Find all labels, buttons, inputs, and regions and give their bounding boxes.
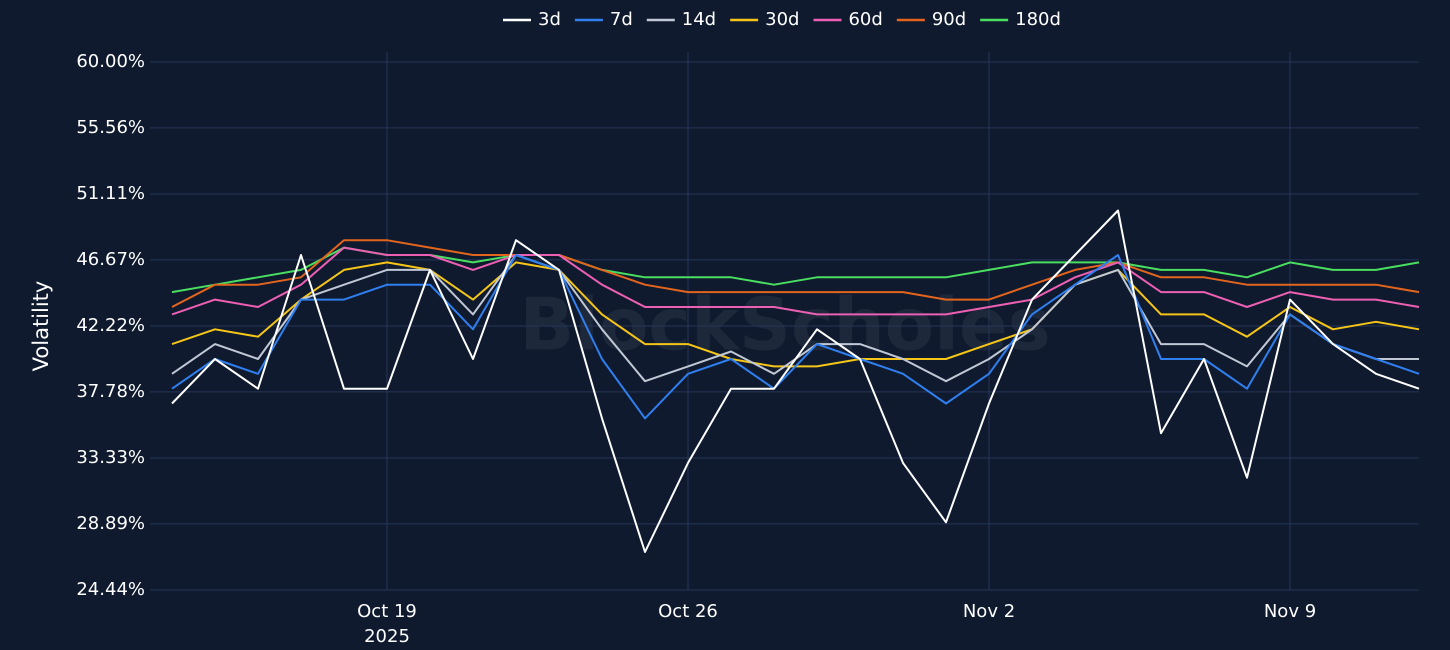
- x-tick-year: 2025: [364, 626, 410, 647]
- x-tick-label: Oct 26: [658, 601, 718, 622]
- x-tick-label: Nov 2: [963, 601, 1015, 622]
- legend-label: 60d: [848, 9, 882, 30]
- legend-label: 14d: [682, 9, 716, 30]
- x-tick-label: Oct 19: [357, 601, 417, 622]
- series-line: [171, 209, 1420, 553]
- y-tick-label: 24.44%: [76, 579, 145, 600]
- legend-label: 30d: [765, 9, 799, 30]
- y-tick-label: 33.33%: [76, 447, 145, 468]
- legend-label: 90d: [932, 9, 966, 30]
- y-tick-label: 55.56%: [76, 117, 145, 138]
- series-line: [171, 254, 1420, 420]
- y-tick-label: 37.78%: [76, 381, 145, 402]
- y-axis-label: Volatility: [29, 281, 53, 372]
- y-tick-label: 28.89%: [76, 513, 145, 534]
- legend-label: 7d: [610, 9, 633, 30]
- legend-label: 180d: [1015, 9, 1061, 30]
- y-tick-label: 51.11%: [76, 183, 145, 204]
- series-line: [171, 239, 1420, 308]
- y-tick-label: 42.22%: [76, 315, 145, 336]
- y-tick-label: 60.00%: [76, 51, 145, 72]
- series-line: [171, 246, 1420, 316]
- x-tick-label: Nov 9: [1264, 601, 1316, 622]
- y-tick-label: 46.67%: [76, 249, 145, 270]
- legend-label: 3d: [538, 9, 561, 30]
